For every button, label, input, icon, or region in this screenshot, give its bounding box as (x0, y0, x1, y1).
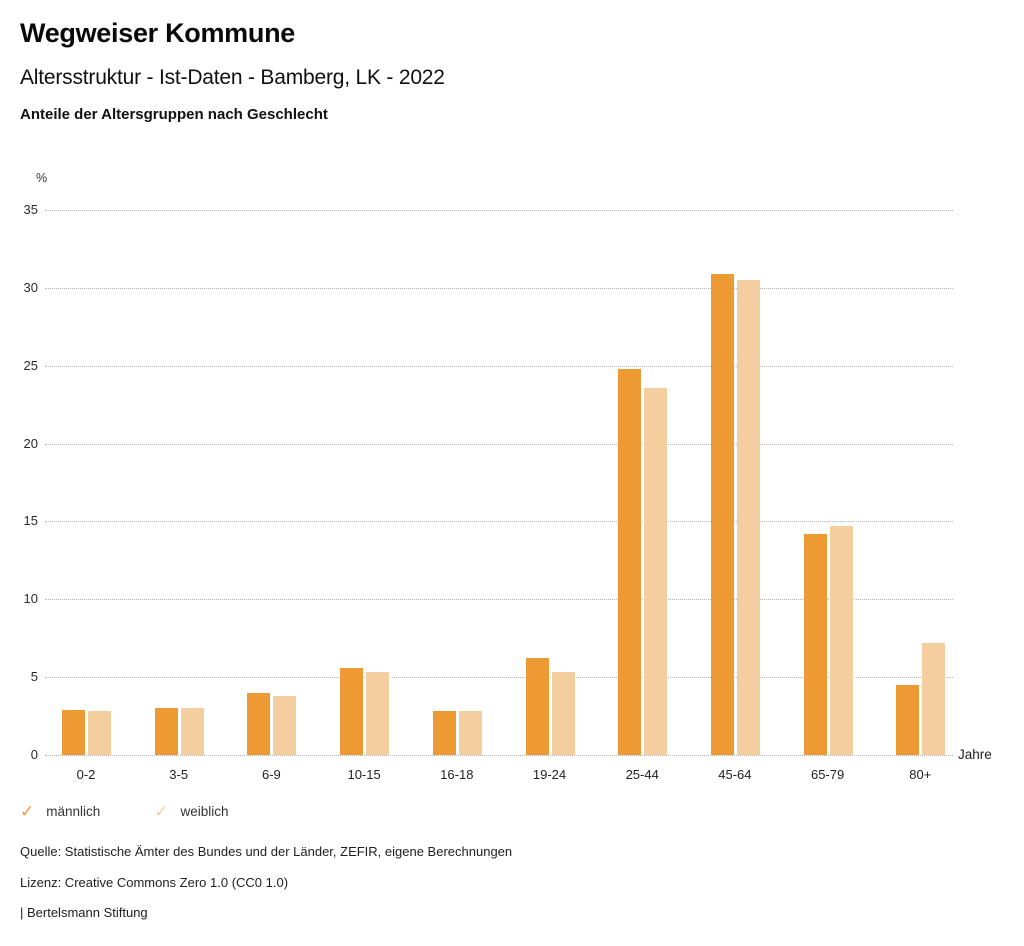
x-axis-tick-25-44: 25-44 (625, 767, 659, 782)
legend-item-weiblich[interactable]: ✓ weiblich (154, 803, 228, 820)
bar-weiblich-45-64[interactable] (736, 280, 760, 755)
x-axis-tick-3-5: 3-5 (169, 767, 189, 782)
gridline-25 (45, 365, 953, 367)
x-axis-tick-65-79: 65-79 (810, 767, 845, 782)
footer-source: Quelle: Statistische Ämter des Bundes un… (20, 844, 513, 859)
x-axis-tick-10-15: 10-15 (347, 767, 381, 782)
chart-subtitle: Anteile der Altersgruppen nach Geschlech… (20, 106, 328, 123)
bar-weiblich-3-5[interactable] (180, 708, 204, 755)
bar-männlich-10-15[interactable] (340, 667, 364, 755)
gridline-10 (45, 599, 953, 601)
y-axis-tick-0: 0 (30, 747, 38, 762)
footer-license: Lizenz: Creative Commons Zero 1.0 (CC0 1… (20, 875, 289, 890)
x-axis-unit-label: Jahre (958, 747, 992, 762)
check-icon: ✓ (154, 802, 169, 821)
page-title: Wegweiser Kommune (20, 18, 295, 48)
legend-item-maennlich[interactable]: ✓ männlich (20, 803, 100, 820)
bar-weiblich-16-18[interactable] (458, 711, 482, 755)
footer-attribution: | Bertelsmann Stiftung (20, 905, 148, 920)
x-axis-tick-6-9: 6-9 (261, 767, 281, 782)
bar-männlich-16-18[interactable] (432, 711, 456, 755)
bar-männlich-65-79[interactable] (803, 533, 827, 755)
gridline-15 (45, 521, 953, 523)
x-axis-tick-80+: 80+ (909, 767, 932, 782)
y-axis-tick-20: 20 (23, 435, 38, 451)
gridline-20 (45, 443, 953, 445)
plot-area: 0-2 3-5 6-9 10-15 16-18 19-24 25-44 45-64 65-79 8… (45, 210, 953, 782)
bar-männlich-19-24[interactable] (525, 658, 549, 755)
y-axis-tick-30: 30 (23, 279, 38, 295)
gridline-35 (45, 210, 953, 211)
bar-männlich-6-9[interactable] (247, 692, 271, 755)
y-axis-tick-25: 25 (23, 357, 38, 373)
y-axis-tick-5: 5 (30, 669, 38, 685)
x-axis-tick-19-24: 19-24 (532, 767, 567, 782)
bar-männlich-80+[interactable] (896, 684, 920, 755)
y-axis-tick-35: 35 (23, 202, 38, 217)
gridline-30 (45, 287, 953, 289)
bar-weiblich-80+[interactable] (922, 642, 946, 755)
bar-männlich-25-44[interactable] (618, 368, 642, 755)
x-axis-tick-16-18: 16-18 (440, 767, 474, 782)
gridline-0 (45, 755, 953, 756)
bar-weiblich-19-24[interactable] (551, 672, 575, 755)
x-axis-tick-0-2: 0-2 (76, 767, 96, 782)
bar-weiblich-65-79[interactable] (829, 526, 853, 755)
legend-label: männlich (46, 804, 101, 819)
chart-title: Altersstruktur - Ist-Daten - Bamberg, LK… (20, 66, 445, 89)
bar-männlich-3-5[interactable] (154, 708, 178, 755)
chart-legend: ✓ männlich ✓ weiblich (20, 803, 229, 820)
bar-männlich-45-64[interactable] (710, 273, 734, 755)
y-axis-tick-15: 15 (23, 513, 38, 529)
bar-männlich-0-2[interactable] (62, 709, 85, 755)
y-axis-unit-label: % (36, 171, 48, 185)
x-axis-tick-45-64: 45-64 (718, 767, 752, 782)
gridline-5 (45, 677, 953, 679)
legend-label: weiblich (180, 804, 229, 819)
bar-weiblich-25-44[interactable] (644, 387, 668, 755)
y-axis-tick-10: 10 (23, 591, 38, 607)
bar-weiblich-10-15[interactable] (366, 672, 390, 755)
bar-weiblich-6-9[interactable] (273, 695, 297, 755)
check-icon: ✓ (20, 802, 35, 821)
bar-weiblich-0-2[interactable] (88, 711, 111, 755)
